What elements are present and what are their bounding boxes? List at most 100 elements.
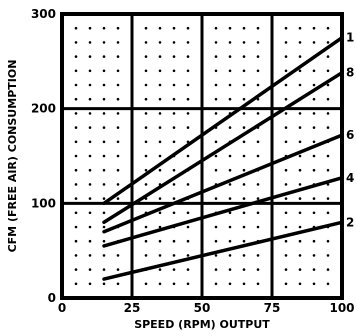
- grid-dot: [88, 83, 92, 87]
- plot-frame: [60, 12, 344, 300]
- grid-dot: [298, 41, 302, 44]
- grid-dot: [74, 41, 78, 44]
- series-label-4: 4: [346, 171, 354, 185]
- y-tick-labels: 0 100 200 300: [31, 7, 56, 305]
- grid-dot: [74, 254, 78, 257]
- grid-dot: [88, 55, 92, 58]
- grid-dot: [88, 97, 92, 101]
- grid-dot: [158, 126, 162, 129]
- grid-dot: [242, 211, 246, 215]
- grid-dot: [186, 112, 190, 115]
- grid-dot: [256, 83, 260, 87]
- grid-dot: [214, 197, 218, 200]
- grid-dot: [74, 26, 78, 30]
- series-label-6: 6: [346, 128, 354, 142]
- grid-dot: [326, 126, 330, 129]
- grid-dot: [172, 211, 176, 215]
- grid-dot: [102, 183, 106, 186]
- grid-dot: [144, 69, 148, 73]
- series-line-4: [102, 176, 344, 248]
- grid-dot: [158, 211, 162, 215]
- grid-dot: [158, 197, 162, 200]
- grid-dot: [88, 69, 92, 73]
- grid-dot: [88, 211, 92, 215]
- grid-dot: [88, 26, 92, 30]
- grid-dot: [284, 83, 288, 87]
- grid-dot: [172, 282, 176, 286]
- grid-dot: [172, 183, 176, 186]
- grid-dot: [186, 83, 190, 87]
- grid-dot: [214, 112, 218, 115]
- grid-dot: [102, 197, 106, 200]
- grid-dot: [312, 83, 316, 87]
- grid-dot: [74, 83, 78, 87]
- grid-dot: [256, 225, 260, 229]
- grid-dot: [242, 97, 246, 101]
- grid-dot: [312, 239, 316, 243]
- grid-dot: [74, 197, 78, 200]
- grid-dot: [256, 69, 260, 73]
- grid-dot: [158, 55, 162, 58]
- grid-dot: [144, 126, 148, 129]
- x-tick-label: 50: [194, 301, 211, 315]
- grid-dot: [74, 268, 78, 271]
- grid-dot: [242, 225, 246, 229]
- grid-dot: [242, 197, 246, 200]
- grid-dot: [102, 254, 106, 257]
- grid-dot: [144, 97, 148, 101]
- grid-dot: [228, 268, 232, 271]
- grid-dot: [186, 41, 190, 44]
- grid-dot: [298, 183, 302, 186]
- grid-dot: [186, 239, 190, 243]
- series-line-1: [102, 35, 344, 206]
- grid-dot: [158, 41, 162, 44]
- grid-dot: [326, 97, 330, 101]
- grid-dot: [228, 282, 232, 286]
- grid-dot: [144, 55, 148, 58]
- grid-dot: [74, 282, 78, 286]
- grid-dot: [312, 41, 316, 44]
- grid-dot: [242, 140, 246, 144]
- grid-dot: [284, 268, 288, 271]
- series-lines: [102, 35, 344, 281]
- grid-dot: [88, 254, 92, 257]
- grid-dot: [284, 254, 288, 257]
- grid-dot: [256, 282, 260, 286]
- grid-dot: [298, 126, 302, 129]
- grid-dot: [172, 112, 176, 115]
- grid-dot: [116, 254, 120, 257]
- grid-dot: [172, 69, 176, 73]
- series-labels: 1 8 6 4 2: [346, 31, 354, 230]
- y-tick-label: 100: [31, 196, 56, 210]
- grid-dot: [158, 254, 162, 257]
- grid-dot: [102, 211, 106, 215]
- grid-dot: [158, 239, 162, 243]
- grid-dot: [158, 154, 162, 158]
- grid-dot: [326, 55, 330, 58]
- grid-dot: [214, 140, 218, 144]
- grid-dot: [256, 254, 260, 257]
- grid-dot: [144, 282, 148, 286]
- grid-dot: [74, 97, 78, 101]
- grid-dot: [88, 41, 92, 44]
- x-tick-label: 25: [124, 301, 141, 315]
- series-label-8: 8: [346, 66, 354, 80]
- grid-dot: [228, 239, 232, 243]
- grid-dot: [214, 268, 218, 271]
- grid-dot: [102, 140, 106, 144]
- grid-dot: [102, 112, 106, 115]
- grid-dot: [172, 126, 176, 129]
- grid-dot: [116, 41, 120, 44]
- x-tick-label: 100: [329, 301, 354, 315]
- grid-dot: [284, 112, 288, 115]
- grid-dot: [214, 154, 218, 158]
- grid-dot: [256, 55, 260, 58]
- grid-dot: [284, 140, 288, 144]
- grid-dot: [298, 197, 302, 200]
- grid-dot: [326, 211, 330, 215]
- grid-dot: [172, 254, 176, 257]
- grid-dot: [312, 211, 316, 215]
- grid-dot: [102, 154, 106, 158]
- grid-dot: [242, 239, 246, 243]
- grid-dot: [214, 55, 218, 58]
